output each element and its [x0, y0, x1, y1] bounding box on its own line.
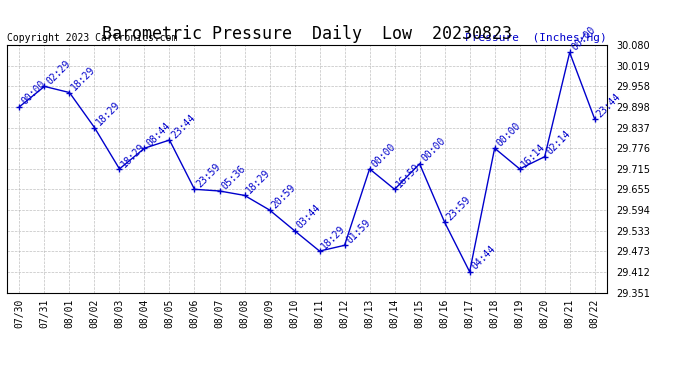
Text: 05:36: 05:36	[219, 163, 247, 191]
Text: 02:14: 02:14	[544, 129, 573, 157]
Text: 16:14: 16:14	[520, 141, 547, 169]
Text: 00:00: 00:00	[570, 25, 598, 52]
Text: 23:59: 23:59	[444, 194, 473, 222]
Text: 00:00: 00:00	[495, 120, 522, 148]
Text: 08:44: 08:44	[144, 120, 172, 148]
Text: 01:59: 01:59	[344, 217, 373, 245]
Text: 20:59: 20:59	[270, 182, 297, 210]
Text: 02:29: 02:29	[44, 58, 72, 86]
Title: Barometric Pressure  Daily  Low  20230823: Barometric Pressure Daily Low 20230823	[102, 26, 512, 44]
Text: 18:29: 18:29	[319, 223, 347, 251]
Text: 04:44: 04:44	[470, 244, 497, 272]
Text: 18:29: 18:29	[70, 65, 97, 93]
Text: Copyright 2023 Cartronics.com: Copyright 2023 Cartronics.com	[7, 33, 177, 42]
Text: 00:00: 00:00	[19, 79, 47, 107]
Text: 00:00: 00:00	[370, 141, 397, 169]
Text: 18:29: 18:29	[244, 168, 273, 195]
Text: 16:59: 16:59	[395, 162, 422, 189]
Text: 23:44: 23:44	[595, 91, 622, 119]
Text: 03:44: 03:44	[295, 203, 322, 231]
Text: Pressure  (Inches/Hg): Pressure (Inches/Hg)	[466, 33, 607, 42]
Text: 23:44: 23:44	[170, 112, 197, 140]
Text: 23:59: 23:59	[195, 162, 222, 189]
Text: 18:29: 18:29	[119, 141, 147, 169]
Text: 00:00: 00:00	[420, 136, 447, 164]
Text: 18:29: 18:29	[95, 100, 122, 128]
